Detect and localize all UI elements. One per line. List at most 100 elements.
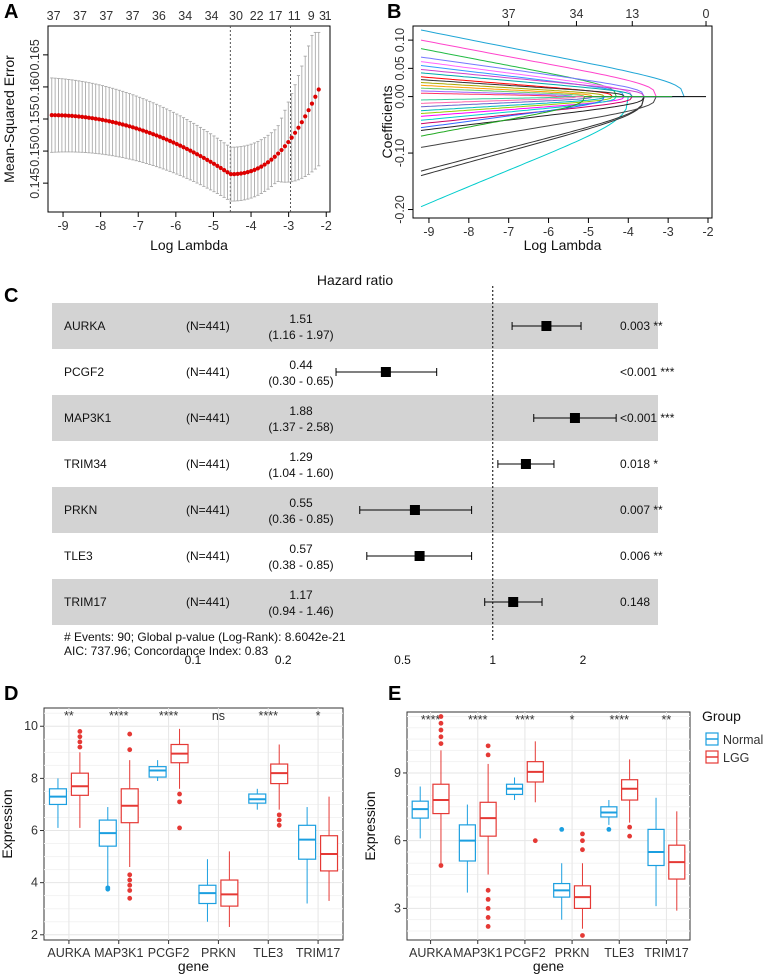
coefficient-path-b — [420, 96, 673, 148]
mse-point-a — [59, 113, 64, 118]
panel-label-b: B — [387, 1, 401, 23]
coefficient-path-b — [420, 96, 673, 129]
x-tick-label: PRKN — [555, 946, 590, 960]
x-tick-label: MAP3K1 — [94, 946, 143, 960]
mse-point-a — [171, 140, 176, 145]
top-count-label-a: 3 — [319, 9, 326, 23]
forest-hr-value: 1.17 — [289, 588, 313, 602]
outlier-point-lgg — [77, 739, 83, 745]
significance-label: **** — [109, 709, 129, 723]
top-count-label-b: 34 — [570, 7, 584, 21]
outlier-point-lgg — [438, 863, 444, 868]
mse-point-a — [313, 94, 318, 99]
significance-label: ** — [64, 709, 74, 723]
forest-n-label: (N=441) — [186, 503, 230, 517]
y-axis-label-a: Mean-Squared Error — [1, 55, 17, 183]
mse-point-a — [93, 116, 98, 121]
mse-point-a — [161, 136, 166, 141]
mse-point-a — [144, 129, 149, 134]
coefficient-path-b — [420, 65, 673, 98]
mse-point-a — [191, 150, 196, 155]
x-axis-label: gene — [178, 958, 209, 974]
forest-x-tick: 1 — [489, 653, 496, 667]
forest-ci-value: (1.16 - 1.97) — [268, 328, 333, 342]
outlier-point-lgg — [485, 905, 491, 911]
mse-point-a — [164, 137, 169, 142]
coefficient-path-b — [420, 90, 673, 98]
mse-point-a — [140, 128, 146, 133]
mse-point-a — [117, 121, 122, 126]
outlier-point-lgg — [177, 825, 182, 831]
mse-point-a — [276, 151, 281, 156]
mse-point-a — [167, 138, 173, 144]
mse-point-a — [107, 119, 112, 124]
plot-frame-b — [412, 25, 713, 219]
x-tick-label-a: -8 — [95, 219, 106, 233]
mse-point-a — [306, 108, 311, 113]
coefficient-path-b — [420, 61, 673, 98]
forest-footnote-aic: AIC: 737.96; Concordance Index: 0.83 — [64, 644, 268, 658]
x-tick-label-a: -9 — [57, 219, 68, 233]
forest-p-value: 0.006 ** — [620, 549, 663, 563]
x-tick-label-b: -9 — [423, 225, 434, 239]
mse-point-a — [69, 113, 75, 119]
outlier-point-lgg — [77, 744, 83, 750]
coefficient-path-b — [420, 48, 673, 98]
mse-point-a — [242, 170, 247, 176]
x-tick-label-a: -4 — [245, 219, 256, 233]
mse-point-a — [157, 134, 162, 139]
significance-label: **** — [421, 713, 441, 727]
y-axis-label-b: Coefficients — [379, 86, 395, 159]
panel-label-a: A — [4, 1, 18, 23]
mse-point-a — [120, 122, 125, 127]
top-count-label-a: 37 — [99, 9, 113, 23]
mse-point-a — [124, 123, 129, 128]
top-count-label-a: 30 — [229, 9, 243, 23]
forest-row-band — [52, 487, 658, 533]
forest-n-label: (N=441) — [186, 411, 230, 425]
outlier-point-lgg — [485, 915, 491, 920]
x-tick-label-b: -3 — [663, 225, 674, 239]
forest-estimate-marker — [409, 505, 420, 515]
box-lgg — [432, 783, 450, 815]
mse-point-a — [174, 141, 179, 147]
mse-point-a — [63, 113, 68, 118]
mse-point-a — [151, 132, 156, 137]
mse-point-a — [205, 157, 210, 162]
box-lgg — [479, 801, 497, 837]
x-tick-label-a: -5 — [208, 219, 219, 233]
y-tick-label: 6 — [394, 834, 401, 848]
mse-point-a — [316, 87, 321, 92]
panel-c-forest-plot: Hazard ratio AURKA (N=441) 1.51 (1.16 - 1.97… — [52, 272, 675, 667]
y-tick-label: 8 — [31, 771, 38, 785]
outlier-point-lgg — [532, 838, 538, 844]
significance-label: **** — [515, 713, 535, 727]
panel-label-d: D — [4, 683, 18, 705]
forest-gene-label: TRIM17 — [64, 595, 107, 609]
outlier-point-lgg — [127, 731, 133, 737]
mse-point-a — [208, 159, 213, 164]
mse-point-a — [96, 117, 102, 122]
forest-p-value: <0.001 *** — [620, 411, 675, 425]
y-tick-label-a: 0.165 — [28, 39, 42, 70]
mse-point-a — [103, 118, 108, 123]
mse-point-a — [289, 135, 294, 140]
mse-point-a — [181, 145, 186, 150]
forest-n-label: (N=441) — [186, 365, 230, 379]
forest-estimate-marker — [520, 459, 531, 469]
forest-footnote-events: # Events: 90; Global p-value (Log-Rank):… — [64, 630, 346, 644]
outlier-point-lgg — [485, 887, 491, 893]
outlier-point-lgg — [127, 877, 133, 883]
box-lgg — [220, 879, 239, 907]
panel-label-e: E — [388, 683, 401, 705]
forest-n-label: (N=441) — [186, 595, 230, 609]
forest-hr-value: 0.44 — [289, 358, 313, 372]
coefficient-path-b — [420, 84, 673, 98]
outlier-point-lgg — [485, 924, 491, 929]
top-count-label-a: 11 — [288, 9, 301, 23]
outlier-point-lgg — [580, 831, 585, 837]
coefficient-path-b — [420, 79, 673, 98]
outlier-point-lgg — [485, 896, 491, 902]
y-tick-label-a: 0.160 — [28, 71, 42, 102]
mse-point-a — [215, 163, 220, 168]
